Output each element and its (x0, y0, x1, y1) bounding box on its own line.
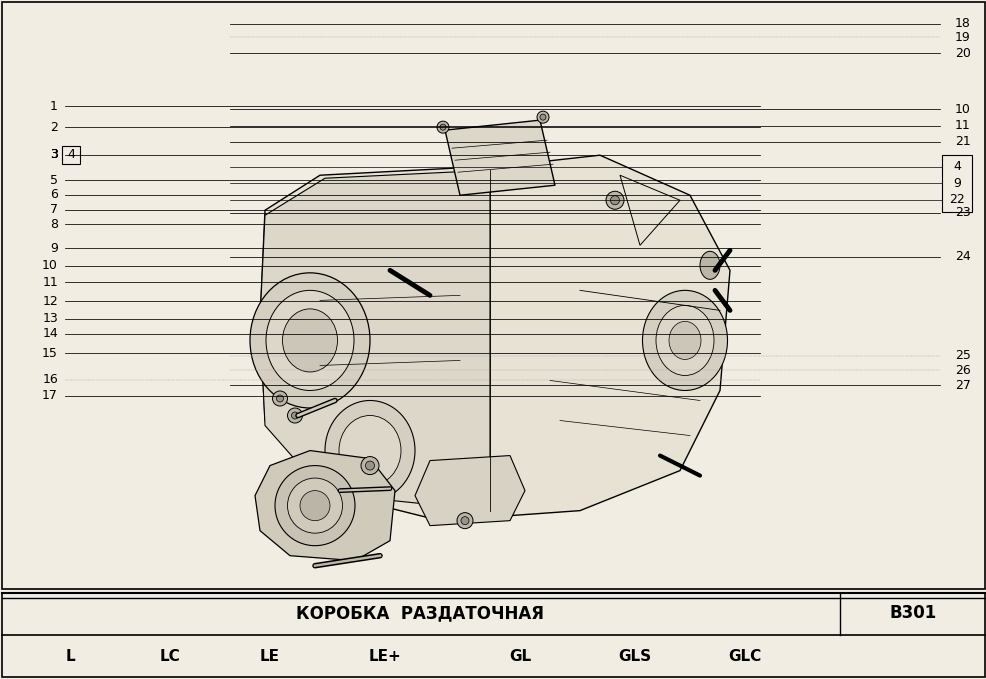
Ellipse shape (440, 124, 446, 130)
Polygon shape (259, 155, 730, 521)
Text: LE+: LE+ (368, 649, 401, 665)
Text: 13: 13 (42, 312, 58, 325)
Ellipse shape (642, 291, 727, 390)
Text: 8: 8 (50, 218, 58, 231)
Text: 3: 3 (50, 148, 58, 162)
Text: 18: 18 (954, 17, 970, 30)
Text: 17: 17 (42, 389, 58, 402)
Ellipse shape (536, 111, 548, 123)
Polygon shape (259, 170, 489, 511)
Text: 25: 25 (954, 349, 970, 362)
Text: 4: 4 (952, 160, 960, 173)
Ellipse shape (287, 408, 302, 423)
Ellipse shape (457, 513, 472, 529)
Text: 3: 3 (50, 148, 58, 162)
Text: 10: 10 (42, 259, 58, 272)
Ellipse shape (287, 478, 342, 533)
Text: 1: 1 (50, 100, 58, 113)
Ellipse shape (669, 321, 700, 359)
Text: LE: LE (259, 649, 280, 665)
Text: 2: 2 (50, 120, 58, 134)
Ellipse shape (291, 412, 298, 419)
Text: 23: 23 (954, 206, 970, 219)
Ellipse shape (275, 466, 355, 546)
Text: 19: 19 (954, 31, 970, 43)
Ellipse shape (460, 517, 468, 525)
Text: 11: 11 (954, 120, 970, 132)
Text: 24: 24 (954, 251, 970, 263)
Ellipse shape (437, 121, 449, 133)
Ellipse shape (605, 191, 623, 209)
Text: 3: 3 (50, 148, 58, 162)
Ellipse shape (249, 273, 370, 408)
Text: 21: 21 (954, 135, 970, 148)
Text: 10: 10 (954, 103, 970, 116)
Ellipse shape (699, 251, 719, 279)
Text: 12: 12 (42, 295, 58, 308)
Polygon shape (445, 120, 554, 196)
Ellipse shape (324, 401, 414, 500)
Text: B301: B301 (889, 604, 936, 622)
Text: 7: 7 (50, 203, 58, 216)
Text: 9: 9 (50, 242, 58, 255)
Text: 20: 20 (954, 47, 970, 60)
Polygon shape (414, 456, 525, 526)
Text: 15: 15 (42, 347, 58, 360)
Text: 5: 5 (50, 174, 58, 187)
Text: 22: 22 (949, 193, 964, 206)
Text: GLC: GLC (728, 649, 761, 665)
Ellipse shape (266, 291, 354, 390)
Ellipse shape (272, 391, 287, 406)
Text: LC: LC (160, 649, 180, 665)
Ellipse shape (365, 461, 374, 470)
Text: 11: 11 (42, 276, 58, 289)
Text: КОРОБКА  РАЗДАТОЧНАЯ: КОРОБКА РАЗДАТОЧНАЯ (296, 604, 543, 622)
Ellipse shape (276, 395, 283, 402)
Text: 4: 4 (67, 148, 75, 162)
Text: 14: 14 (42, 327, 58, 340)
Polygon shape (254, 451, 394, 561)
Text: 6: 6 (50, 189, 58, 202)
Ellipse shape (282, 309, 337, 372)
Ellipse shape (300, 491, 329, 521)
Text: GLS: GLS (618, 649, 651, 665)
Text: 26: 26 (954, 364, 970, 377)
Ellipse shape (610, 196, 619, 205)
Text: L: L (65, 649, 75, 665)
Bar (62, 146, 80, 164)
Text: 27: 27 (954, 379, 970, 392)
Bar (941, 155, 971, 212)
Ellipse shape (539, 114, 545, 120)
Ellipse shape (656, 306, 713, 375)
Ellipse shape (361, 456, 379, 475)
Text: 9: 9 (952, 177, 960, 189)
Text: GL: GL (509, 649, 530, 665)
Ellipse shape (338, 416, 400, 485)
Text: 16: 16 (42, 373, 58, 386)
